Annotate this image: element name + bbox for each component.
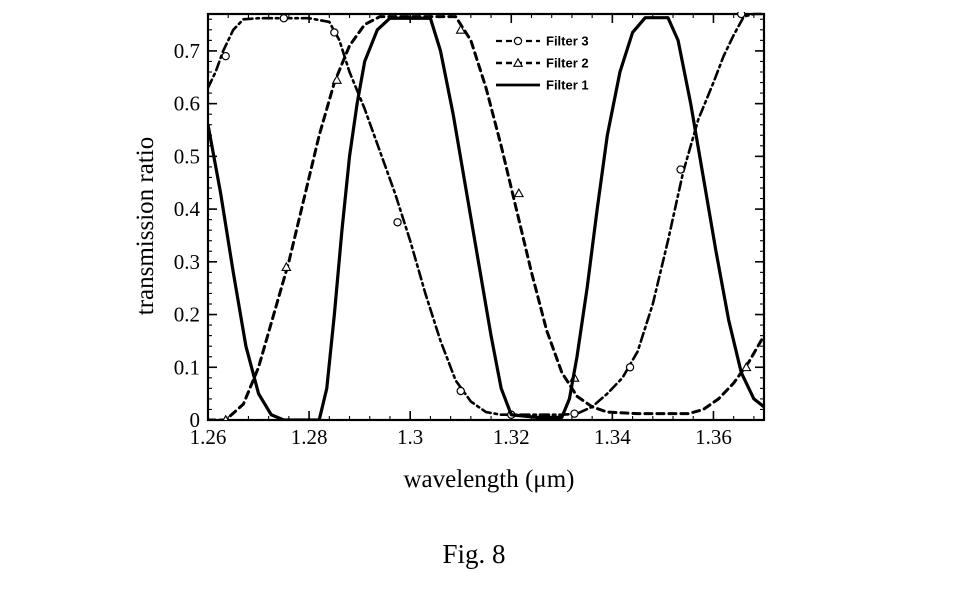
series-filter-2-marker [741,361,752,372]
x-tick-label: 1.36 [695,425,732,449]
series-filter-2-marker [331,74,343,84]
y-tick-label: 0.6 [174,92,200,116]
y-tick-label: 0.3 [174,250,200,274]
y-tick-label: 0.7 [174,39,200,63]
series-filter-3-marker [393,218,402,227]
x-tick-label: 1.32 [493,425,530,449]
series-group [208,12,764,420]
x-axis-title: wavelength (μm) [404,466,575,493]
series-filter-3-marker [330,28,339,37]
series-filter-3-line [208,12,764,417]
series-filter-3-marker [279,14,289,23]
legend-filter-3-marker [513,36,523,46]
y-axis-title: transmission ratio [132,137,159,315]
legend-filter-2-label: Filter 2 [546,56,589,71]
series-filter-3-marker [570,409,579,418]
legend-filter-2-marker [512,57,524,67]
y-tick-label: 0.5 [174,144,200,168]
y-tick-label: 0 [190,408,201,432]
series-filter-2-marker [513,187,524,198]
series-filter-2 [208,15,764,420]
series-filter-1 [208,16,764,420]
legend-filter-1-label: Filter 1 [546,78,589,93]
series-filter-3-marker [737,12,746,19]
series-filter-1-line [208,16,764,420]
x-tick-label: 1.28 [291,425,328,449]
figure-caption: Fig. 8 [442,539,505,569]
series-filter-2-marker [222,414,229,420]
x-tick-label: 1.34 [594,425,631,449]
legend: Filter 3 Filter 2 Filter 1 [496,34,589,93]
x-tick-label: 1.26 [190,425,227,449]
series-filter-2-marker [455,24,466,34]
series-filter-3-marker [625,363,635,372]
y-tick-label: 0.1 [174,355,200,379]
x-tick-label: 1.3 [397,425,423,449]
series-filter-3-marker [676,165,685,174]
series-filter-2-marker [281,261,292,272]
plot-frame [206,12,766,422]
series-filter-3-marker [456,386,465,396]
series-filter-3 [208,12,764,419]
series-filter-3-marker [221,51,230,61]
plot-area-border [206,12,766,422]
legend-filter-3-label: Filter 3 [546,34,589,49]
series-filter-2-line [208,15,764,420]
y-tick-label: 0.2 [174,303,200,327]
y-tick-label: 0.4 [174,197,201,221]
axis-ticks: 1.26 1.28 1.3 1.32 1.34 1.36 0 0.1 0.2 0.3 0.4 0.5 0… [174,14,764,449]
